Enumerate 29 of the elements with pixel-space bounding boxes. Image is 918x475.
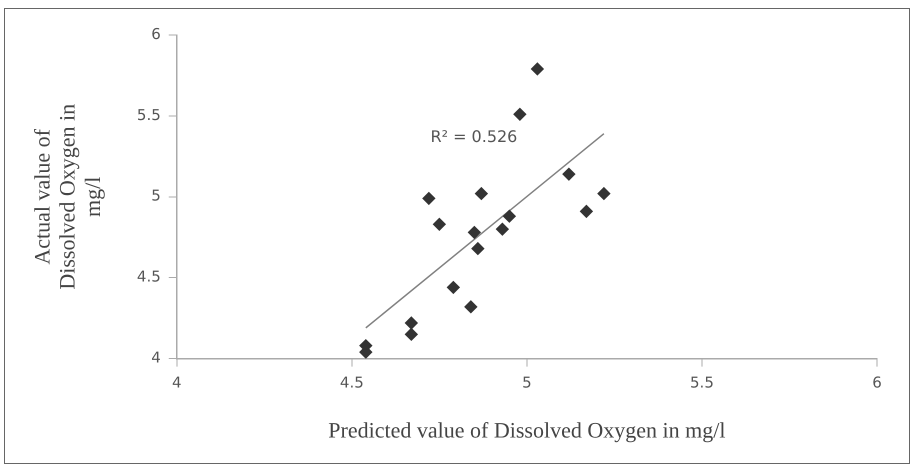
x-tick-label: 4.5 bbox=[340, 373, 364, 392]
point bbox=[580, 204, 593, 218]
point bbox=[474, 187, 488, 200]
x-tick-label: 6 bbox=[872, 373, 882, 392]
point bbox=[446, 280, 460, 294]
point bbox=[562, 168, 576, 181]
y-tick-label: 5.5 bbox=[136, 106, 161, 124]
point bbox=[422, 192, 436, 205]
point bbox=[513, 108, 526, 121]
point bbox=[496, 222, 509, 236]
y-tick-label: 4 bbox=[151, 348, 161, 366]
x-tick-label: 4 bbox=[172, 373, 182, 392]
point bbox=[502, 210, 516, 223]
point bbox=[530, 62, 544, 76]
point bbox=[468, 226, 481, 239]
x-tick-label: 5 bbox=[522, 373, 532, 392]
annotation: R² = 0.526 bbox=[430, 126, 518, 146]
point bbox=[404, 328, 418, 341]
y-axis-title: Actual value of Dissolved Oxygen in mg/l bbox=[29, 104, 106, 290]
point bbox=[597, 187, 610, 200]
y-tick-label: 4.5 bbox=[136, 268, 161, 286]
y-tick-label: 5 bbox=[151, 186, 161, 205]
x-tick-label: 5.5 bbox=[690, 373, 714, 392]
point bbox=[432, 218, 446, 231]
y-tick-label: 6 bbox=[151, 24, 161, 43]
point bbox=[471, 242, 484, 256]
x-axis-title: Predicted value of Dissolved Oxygen in mg/l bbox=[328, 418, 726, 443]
point bbox=[464, 300, 478, 314]
point bbox=[404, 316, 418, 330]
